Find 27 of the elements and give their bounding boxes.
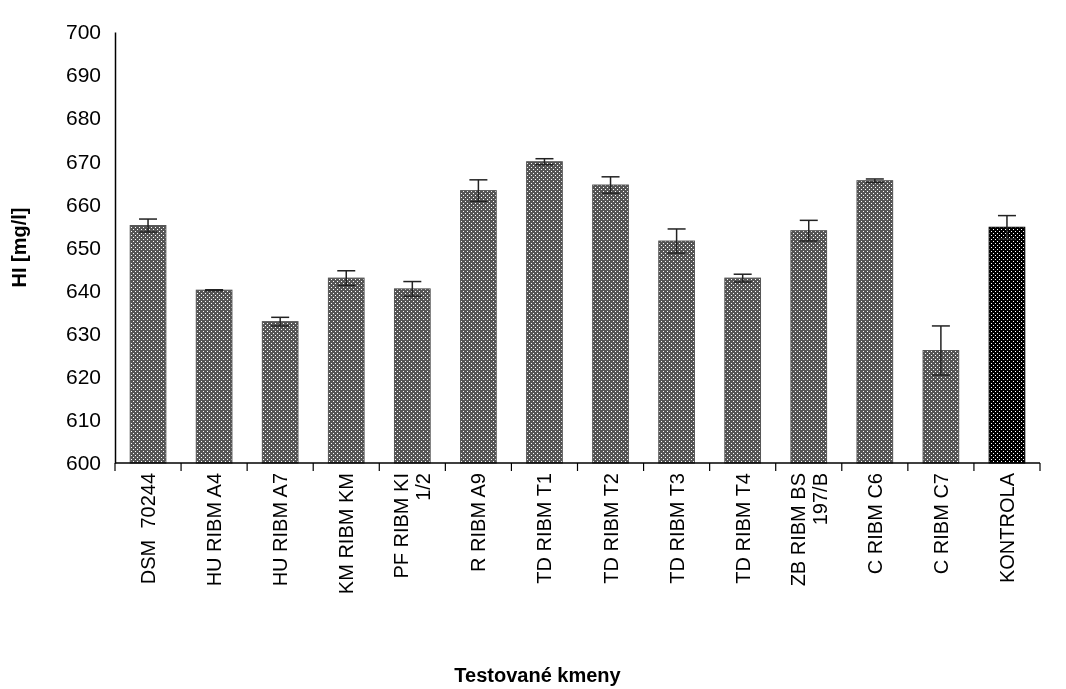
y-tick-label: 660 xyxy=(65,192,101,216)
y-tick-label: 690 xyxy=(65,63,101,87)
x-tick-label: C RIBM C6 xyxy=(863,473,886,575)
x-tick-label: TD RIBM T2 xyxy=(599,473,622,584)
x-tick-label: DSM 70244 xyxy=(137,473,160,585)
x-tick-label: R RIBM A9 xyxy=(467,473,490,572)
y-tick-label: 630 xyxy=(65,321,101,345)
x-tick-label: HU RIBM A4 xyxy=(203,473,226,587)
x-tick-label: KM RIBM KM xyxy=(335,473,358,595)
x-tick-label: ZB RIBM BS 197/B xyxy=(786,473,831,587)
x-tick-label: PF RIBM KI 1/2 xyxy=(390,473,435,579)
y-tick-label: 650 xyxy=(65,235,101,259)
y-tick-label: 700 xyxy=(65,20,101,44)
x-tick-label: TD RIBM T1 xyxy=(533,473,556,584)
x-tick-label: TD RIBM T4 xyxy=(731,473,754,584)
x-tick-label: TD RIBM T3 xyxy=(665,473,688,584)
x-tick-label: HU RIBM A7 xyxy=(269,473,292,587)
y-tick-label: 620 xyxy=(65,365,101,389)
y-axis-title: HI [mg/l] xyxy=(8,207,30,288)
y-tick-label: 640 xyxy=(65,278,101,302)
x-axis-title: Testované kmeny xyxy=(454,664,622,686)
y-tick-label: 680 xyxy=(65,106,101,130)
y-tick-label: 600 xyxy=(65,451,101,475)
y-tick-label: 610 xyxy=(65,408,101,432)
x-tick-label: KONTROLA xyxy=(995,472,1018,584)
x-tick-label: C RIBM C7 xyxy=(929,473,952,575)
y-tick-label: 670 xyxy=(65,149,101,173)
